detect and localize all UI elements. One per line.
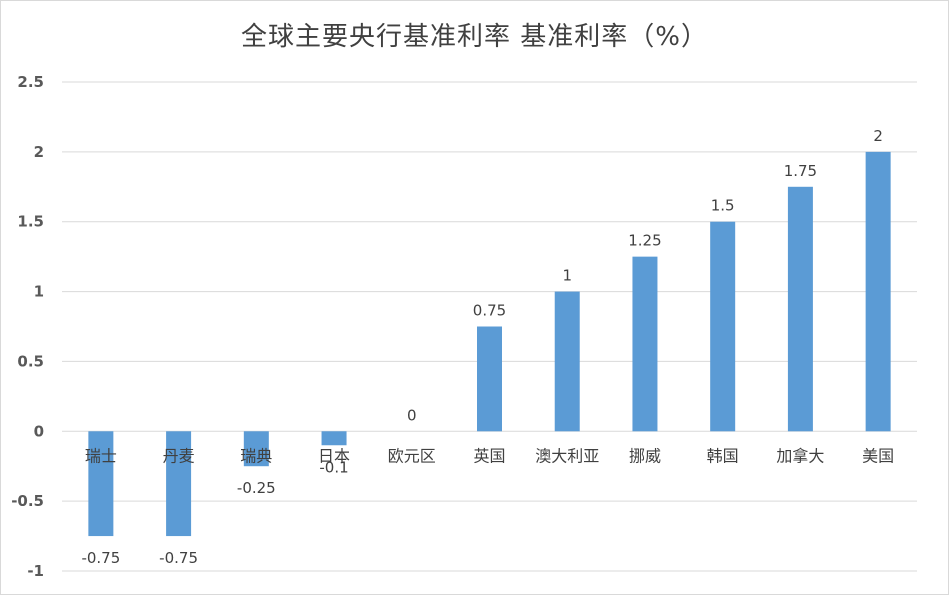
data-label: -0.25 xyxy=(237,479,276,497)
data-label: 0 xyxy=(407,406,417,424)
x-tick-label: 丹麦 xyxy=(163,446,195,465)
x-tick-label: 韩国 xyxy=(707,446,739,465)
bar xyxy=(632,256,658,432)
x-tick-label: 欧元区 xyxy=(388,446,436,465)
bars xyxy=(88,151,891,537)
data-label: -0.1 xyxy=(319,458,348,476)
x-tick-label: 澳大利亚 xyxy=(535,446,599,465)
x-tick-label: 加拿大 xyxy=(776,446,824,465)
y-tick-label: -1 xyxy=(27,562,44,580)
x-tick-label: 挪威 xyxy=(629,446,661,465)
y-tick-label: 1 xyxy=(34,283,44,301)
x-tick-label: 瑞典 xyxy=(240,446,272,465)
y-tick-label: 2 xyxy=(34,143,44,161)
y-tick-label: 2.5 xyxy=(17,73,44,91)
x-tick-label: 日本 xyxy=(318,446,350,465)
bar xyxy=(710,221,736,432)
bar xyxy=(321,431,347,446)
y-tick-label: -0.5 xyxy=(11,492,44,510)
bar xyxy=(787,186,813,432)
data-label: 1.5 xyxy=(711,197,735,215)
y-tick-label: 1.5 xyxy=(17,213,44,231)
y-tick-label: 0.5 xyxy=(17,352,44,370)
x-tick-label: 英国 xyxy=(473,446,505,465)
data-label: -0.75 xyxy=(81,549,120,567)
data-label: 1.75 xyxy=(784,162,817,180)
chart-title: 全球主要央行基准利率 基准利率（%） xyxy=(241,22,708,52)
x-tick-label: 瑞士 xyxy=(85,446,117,465)
x-tick-label: 美国 xyxy=(862,446,894,465)
y-axis-ticks: 2.5 2 1.5 1 0.5 0 -0.5 -1 xyxy=(11,73,44,580)
data-label: 2 xyxy=(873,127,883,145)
data-label: 1 xyxy=(562,267,572,285)
bar xyxy=(554,291,580,432)
bar xyxy=(88,431,114,537)
data-label: 1.25 xyxy=(628,232,661,250)
data-labels: -0.75 -0.75 -0.25 -0.1 0 0.75 1 1.25 1.5 1.75 2 xyxy=(81,127,882,567)
data-label: -0.75 xyxy=(159,549,198,567)
y-tick-label: 0 xyxy=(34,422,44,440)
data-label: 0.75 xyxy=(473,302,506,320)
x-axis-ticks: 瑞士 丹麦 瑞典 日本 欧元区 英国 澳大利亚 挪威 韩国 加拿大 美国 xyxy=(85,446,894,465)
bar xyxy=(166,431,192,537)
bar xyxy=(243,431,269,467)
bar xyxy=(865,151,891,432)
bar xyxy=(477,326,502,432)
